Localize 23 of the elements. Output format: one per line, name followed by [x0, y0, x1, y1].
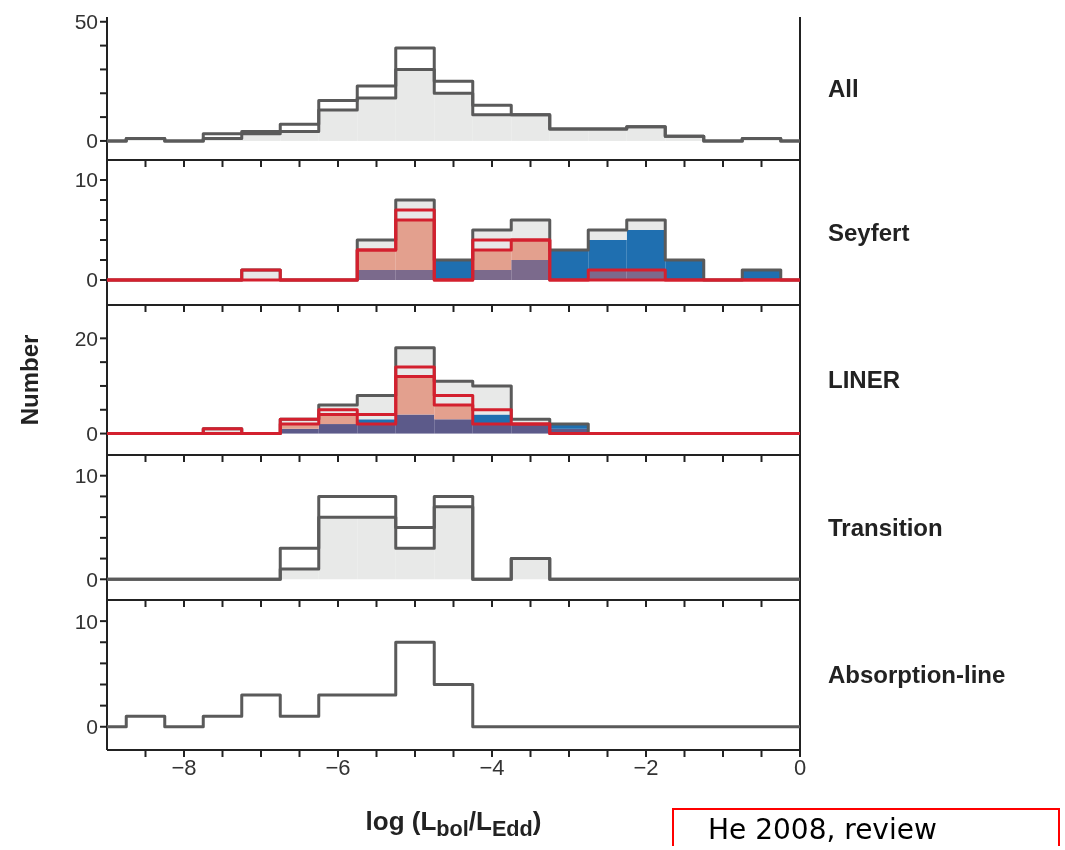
y-tick-label: 0	[86, 422, 98, 446]
text: All	[828, 74, 859, 103]
y-tick-label: 20	[74, 326, 98, 350]
y-tick-label: 10	[74, 168, 98, 192]
x-tick-label: −2	[633, 754, 659, 780]
note-box: He 2008, review	[672, 808, 1060, 846]
y-tick-label: 0	[86, 129, 98, 153]
y-tick-label: 50	[74, 10, 98, 34]
x-tick-label: 0	[793, 754, 807, 780]
text: LINER	[828, 366, 900, 394]
y-tick-label: 10	[74, 609, 98, 633]
y-tick-label: 0	[86, 268, 98, 292]
x-axis-title: log (L$_{bol}$/L$_{Edd}$)	[365, 806, 542, 843]
text: Absorption-line	[828, 661, 1006, 689]
y-axis-title: Number	[16, 334, 44, 426]
y-tick-label: 0	[86, 715, 98, 739]
x-tick-label: −8	[171, 754, 197, 780]
x-tick-label: −4	[479, 754, 505, 780]
text: Transition	[828, 513, 943, 542]
x-tick-label: −6	[325, 754, 351, 780]
y-tick-label: 10	[74, 464, 98, 488]
y-tick-label: 0	[86, 567, 98, 591]
text: Seyfert	[828, 218, 910, 247]
